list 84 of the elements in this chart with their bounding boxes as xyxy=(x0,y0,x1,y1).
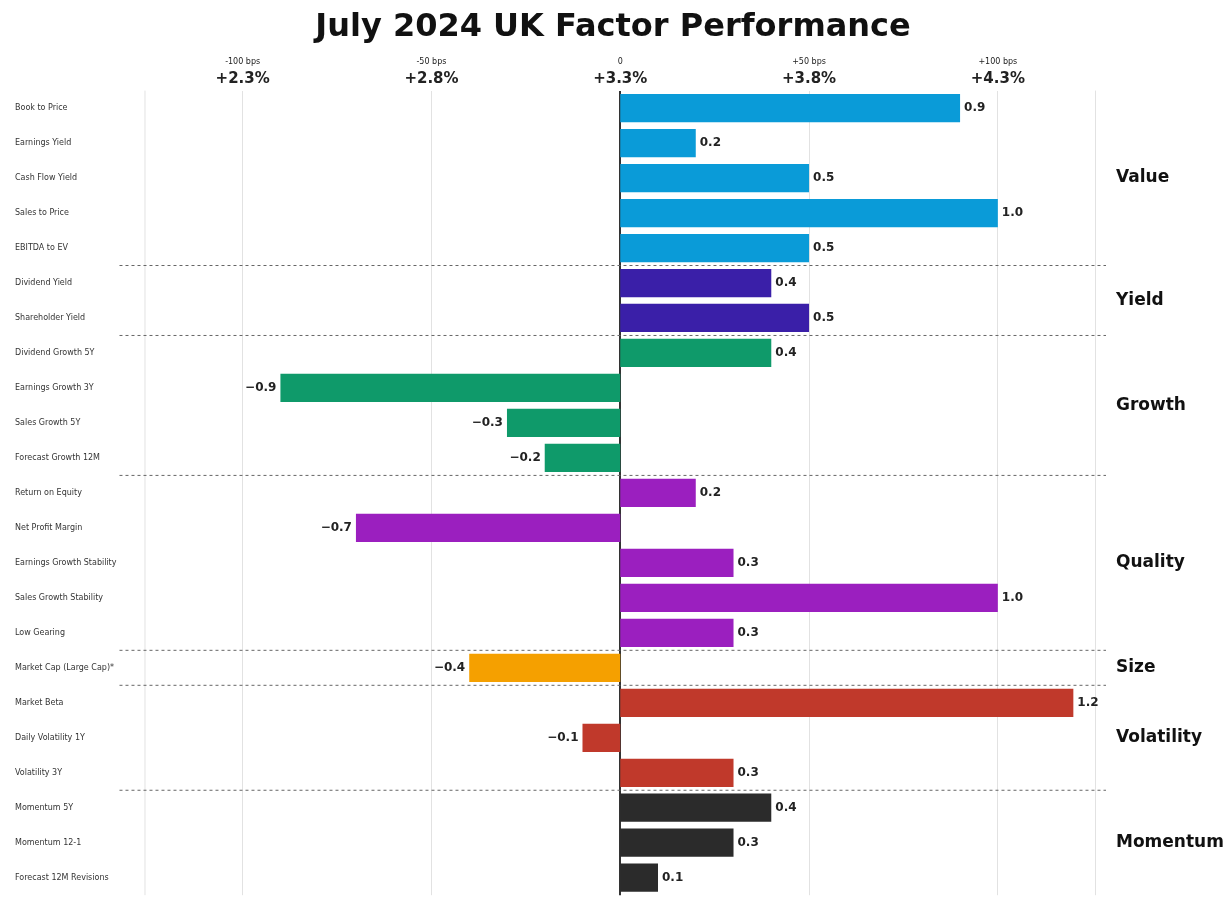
chart-title: July 2024 UK Factor Performance xyxy=(312,6,912,44)
data-label: −0.1 xyxy=(547,729,579,744)
y-tick-label: Momentum 5Y xyxy=(15,802,74,812)
bar xyxy=(620,128,696,158)
x2-tick-label: +100 bps xyxy=(978,56,1018,66)
data-label: 0.2 xyxy=(699,135,722,150)
data-label: 0.4 xyxy=(775,275,797,290)
x-tick-label: +4.3% xyxy=(970,69,1025,88)
bar xyxy=(620,233,810,263)
bar xyxy=(620,548,734,577)
y-tick-label: Volatility 3Y xyxy=(15,767,63,777)
data-label: 0.5 xyxy=(813,170,835,185)
y-tick-label: Low Gearing xyxy=(15,627,65,637)
bar xyxy=(544,443,621,473)
y-tick-label: Earnings Yield xyxy=(15,138,72,148)
y-tick-label: Market Cap (Large Cap)* xyxy=(15,662,115,672)
text: Size xyxy=(1116,656,1156,677)
data-label: −0.3 xyxy=(471,415,503,430)
bar xyxy=(620,268,772,298)
y-tick-label: Shareholder Yield xyxy=(15,313,86,323)
x2-tick-label: -100 bps xyxy=(225,56,261,66)
data-label: 0.5 xyxy=(813,240,835,255)
y-tick-label: Dividend Growth 5Y xyxy=(15,348,95,358)
y-tick-label: Cash Flow Yield xyxy=(15,173,78,183)
data-label: 1.2 xyxy=(1077,694,1099,709)
y-tick-label: Return on Equity xyxy=(15,487,83,497)
y-tick-label: Market Beta xyxy=(15,697,64,707)
bar xyxy=(506,408,621,438)
x-tick-label: +2.8% xyxy=(404,69,459,88)
bar xyxy=(620,583,998,612)
text: Value xyxy=(1116,166,1170,187)
y-tick-label: Dividend Yield xyxy=(15,278,73,288)
bar xyxy=(620,618,734,647)
x2-tick-label: 0 xyxy=(617,56,623,66)
data-label: 1.0 xyxy=(1001,205,1024,220)
data-label: 0.4 xyxy=(775,345,797,360)
y-tick-label: Net Profit Margin xyxy=(15,522,83,532)
y-tick-label: Sales Growth 5Y xyxy=(15,418,81,428)
data-label: 0.3 xyxy=(737,554,759,569)
data-label: 1.0 xyxy=(1001,589,1024,604)
text: Growth xyxy=(1116,393,1186,414)
data-label: 0.2 xyxy=(699,485,722,500)
y-tick-label: Earnings Growth 3Y xyxy=(15,383,94,393)
data-label: 0.4 xyxy=(775,799,797,814)
x2-tick-label: +50 bps xyxy=(792,56,826,66)
text: Volatility xyxy=(1116,726,1203,747)
data-label: −0.7 xyxy=(320,520,352,535)
y-tick-label: Momentum 12-1 xyxy=(15,837,82,847)
data-label: 0.9 xyxy=(964,100,986,115)
text: Quality xyxy=(1116,551,1185,572)
data-label: −0.4 xyxy=(433,659,466,674)
y-tick-label: Forecast 12M Revisions xyxy=(15,872,109,882)
bar xyxy=(582,723,621,752)
data-label: 0.5 xyxy=(813,310,835,325)
data-label: 0.3 xyxy=(737,834,759,849)
bar xyxy=(620,303,810,333)
bar xyxy=(620,478,696,508)
data-label: −0.2 xyxy=(509,450,541,465)
bar xyxy=(469,653,621,682)
x2-tick-label: -50 bps xyxy=(416,56,447,66)
y-tick-label: Earnings Growth Stability xyxy=(15,557,117,567)
y-tick-label: Book to Price xyxy=(15,103,68,113)
x-tick-label: +3.8% xyxy=(781,69,837,88)
text: Yield xyxy=(1115,288,1164,309)
bar xyxy=(620,338,772,368)
bar xyxy=(620,163,810,193)
y-tick-label: Sales Growth Stability xyxy=(15,592,104,602)
x-tick-label: +2.3% xyxy=(215,69,270,88)
bar xyxy=(280,373,621,403)
data-label: 0.3 xyxy=(737,764,759,779)
bar xyxy=(620,688,1074,717)
bar xyxy=(620,198,998,228)
y-tick-label: EBITDA to EV xyxy=(15,243,69,253)
data-label: 0.3 xyxy=(737,624,759,639)
y-tick-label: Forecast Growth 12M xyxy=(15,453,101,462)
x-tick-label: +3.3% xyxy=(593,69,648,88)
data-label: −0.9 xyxy=(245,380,277,395)
bar xyxy=(355,513,621,543)
text: Momentum xyxy=(1116,831,1224,852)
y-tick-label: Sales to Price xyxy=(15,208,69,218)
bar xyxy=(620,93,961,123)
data-label: 0.1 xyxy=(662,869,684,884)
bar xyxy=(620,758,734,787)
y-tick-label: Daily Volatility 1Y xyxy=(15,732,85,742)
